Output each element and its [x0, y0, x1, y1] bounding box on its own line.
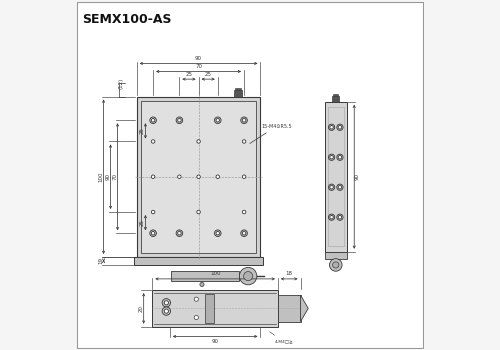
Circle shape: [241, 117, 248, 124]
Circle shape: [338, 126, 342, 129]
Text: 19: 19: [98, 257, 103, 264]
Text: 20: 20: [138, 305, 143, 312]
Circle shape: [332, 262, 339, 268]
Circle shape: [176, 230, 182, 237]
Circle shape: [338, 216, 342, 219]
Circle shape: [152, 119, 155, 122]
Circle shape: [152, 140, 155, 143]
Bar: [332, 96, 339, 102]
Circle shape: [150, 117, 156, 124]
Text: 25: 25: [204, 72, 212, 77]
Circle shape: [328, 214, 334, 220]
Circle shape: [328, 124, 334, 131]
Circle shape: [337, 184, 343, 190]
Bar: [278, 295, 300, 322]
Circle shape: [150, 230, 156, 237]
Circle shape: [330, 216, 334, 219]
Circle shape: [244, 272, 252, 281]
Bar: [334, 94, 338, 96]
Circle shape: [337, 124, 343, 131]
Bar: [325, 252, 346, 259]
Circle shape: [330, 186, 334, 189]
Bar: [152, 290, 278, 327]
Text: 18: 18: [286, 272, 292, 276]
Text: 70: 70: [112, 173, 117, 180]
Text: 90: 90: [354, 173, 360, 180]
Circle shape: [216, 231, 220, 235]
Circle shape: [328, 154, 334, 160]
Text: 25: 25: [140, 127, 145, 134]
Bar: [236, 88, 241, 90]
Circle shape: [330, 259, 342, 271]
Circle shape: [197, 175, 200, 178]
Text: 90: 90: [106, 173, 110, 180]
Bar: [136, 97, 260, 257]
Circle shape: [197, 140, 200, 143]
Text: SEMX100-AS: SEMX100-AS: [82, 13, 172, 26]
Circle shape: [152, 231, 155, 235]
Bar: [141, 101, 256, 253]
Circle shape: [216, 175, 220, 178]
Circle shape: [176, 117, 182, 124]
Bar: [325, 102, 346, 252]
Circle shape: [216, 119, 220, 122]
Circle shape: [337, 214, 343, 220]
Circle shape: [242, 231, 246, 235]
Circle shape: [328, 184, 334, 190]
Text: 100: 100: [210, 272, 220, 276]
Bar: [205, 294, 214, 323]
Text: 90: 90: [195, 56, 202, 61]
Text: 25: 25: [140, 219, 145, 226]
Text: 4-M4□≧: 4-M4□≧: [270, 332, 293, 344]
Text: 90: 90: [212, 339, 218, 344]
Circle shape: [241, 230, 248, 237]
Circle shape: [162, 307, 170, 315]
Text: 15-M4⊙R5.5: 15-M4⊙R5.5: [250, 124, 292, 144]
Circle shape: [242, 140, 246, 143]
Circle shape: [178, 175, 181, 178]
Bar: [234, 90, 242, 97]
Circle shape: [152, 175, 155, 178]
Circle shape: [164, 301, 168, 305]
Circle shape: [338, 186, 342, 189]
Circle shape: [242, 210, 246, 214]
Circle shape: [337, 154, 343, 160]
Text: 100: 100: [98, 172, 103, 182]
Circle shape: [194, 315, 198, 320]
Circle shape: [330, 126, 334, 129]
Circle shape: [330, 155, 334, 159]
Circle shape: [242, 119, 246, 122]
Circle shape: [338, 155, 342, 159]
Circle shape: [178, 119, 181, 122]
Circle shape: [178, 231, 181, 235]
Text: (12): (12): [118, 78, 124, 89]
Circle shape: [214, 117, 221, 124]
Text: 70: 70: [195, 64, 202, 69]
Bar: [134, 257, 263, 265]
Polygon shape: [300, 295, 308, 322]
Circle shape: [164, 309, 168, 313]
Circle shape: [162, 299, 170, 307]
Circle shape: [194, 297, 198, 301]
Circle shape: [197, 210, 200, 214]
Circle shape: [242, 175, 246, 178]
Circle shape: [200, 282, 204, 287]
Circle shape: [240, 267, 257, 285]
Text: 25: 25: [186, 72, 192, 77]
Circle shape: [152, 210, 155, 214]
Bar: [172, 271, 239, 281]
Circle shape: [214, 230, 221, 237]
